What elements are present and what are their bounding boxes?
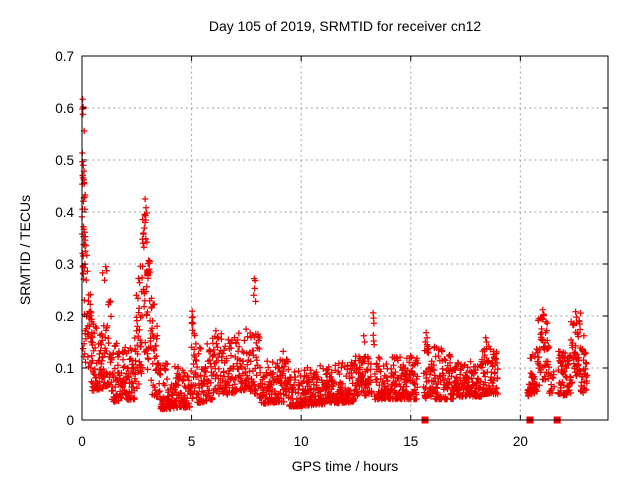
- y-axis-label: SRMTID / TECUs: [17, 195, 33, 305]
- flag-square-marker: [144, 269, 152, 277]
- plot-border: [81, 55, 609, 421]
- chart-title: Day 105 of 2019, SRMTID for receiver cn1…: [209, 18, 482, 34]
- x-tick-label: 15: [403, 434, 418, 449]
- grid-lines: [82, 56, 608, 420]
- y-tick-label: 0.1: [55, 361, 74, 376]
- x-axis-label: GPS time / hours: [292, 458, 399, 474]
- x-tick-label: 10: [294, 434, 309, 449]
- scatter-points: [78, 96, 591, 413]
- y-tick-label: 0: [66, 413, 74, 428]
- axis-ticks: [81, 55, 608, 421]
- x-tick-label: 20: [513, 434, 528, 449]
- y-tick-label: 0.2: [55, 309, 74, 324]
- y-tick-label: 0.4: [55, 205, 74, 220]
- y-tick-label: 0.3: [55, 257, 74, 272]
- x-tick-label: 5: [188, 434, 196, 449]
- srmtid-plus-markers: [78, 96, 591, 413]
- y-tick-label: 0.7: [55, 49, 74, 64]
- y-tick-label: 0.6: [55, 101, 74, 116]
- x-tick-label: 0: [78, 434, 86, 449]
- y-tick-label: 0.5: [55, 153, 74, 168]
- tick-labels: 0 5 10 15 20 0 0.1 0.2 0.3 0.4 0.5 0.6 0.7: [55, 49, 528, 449]
